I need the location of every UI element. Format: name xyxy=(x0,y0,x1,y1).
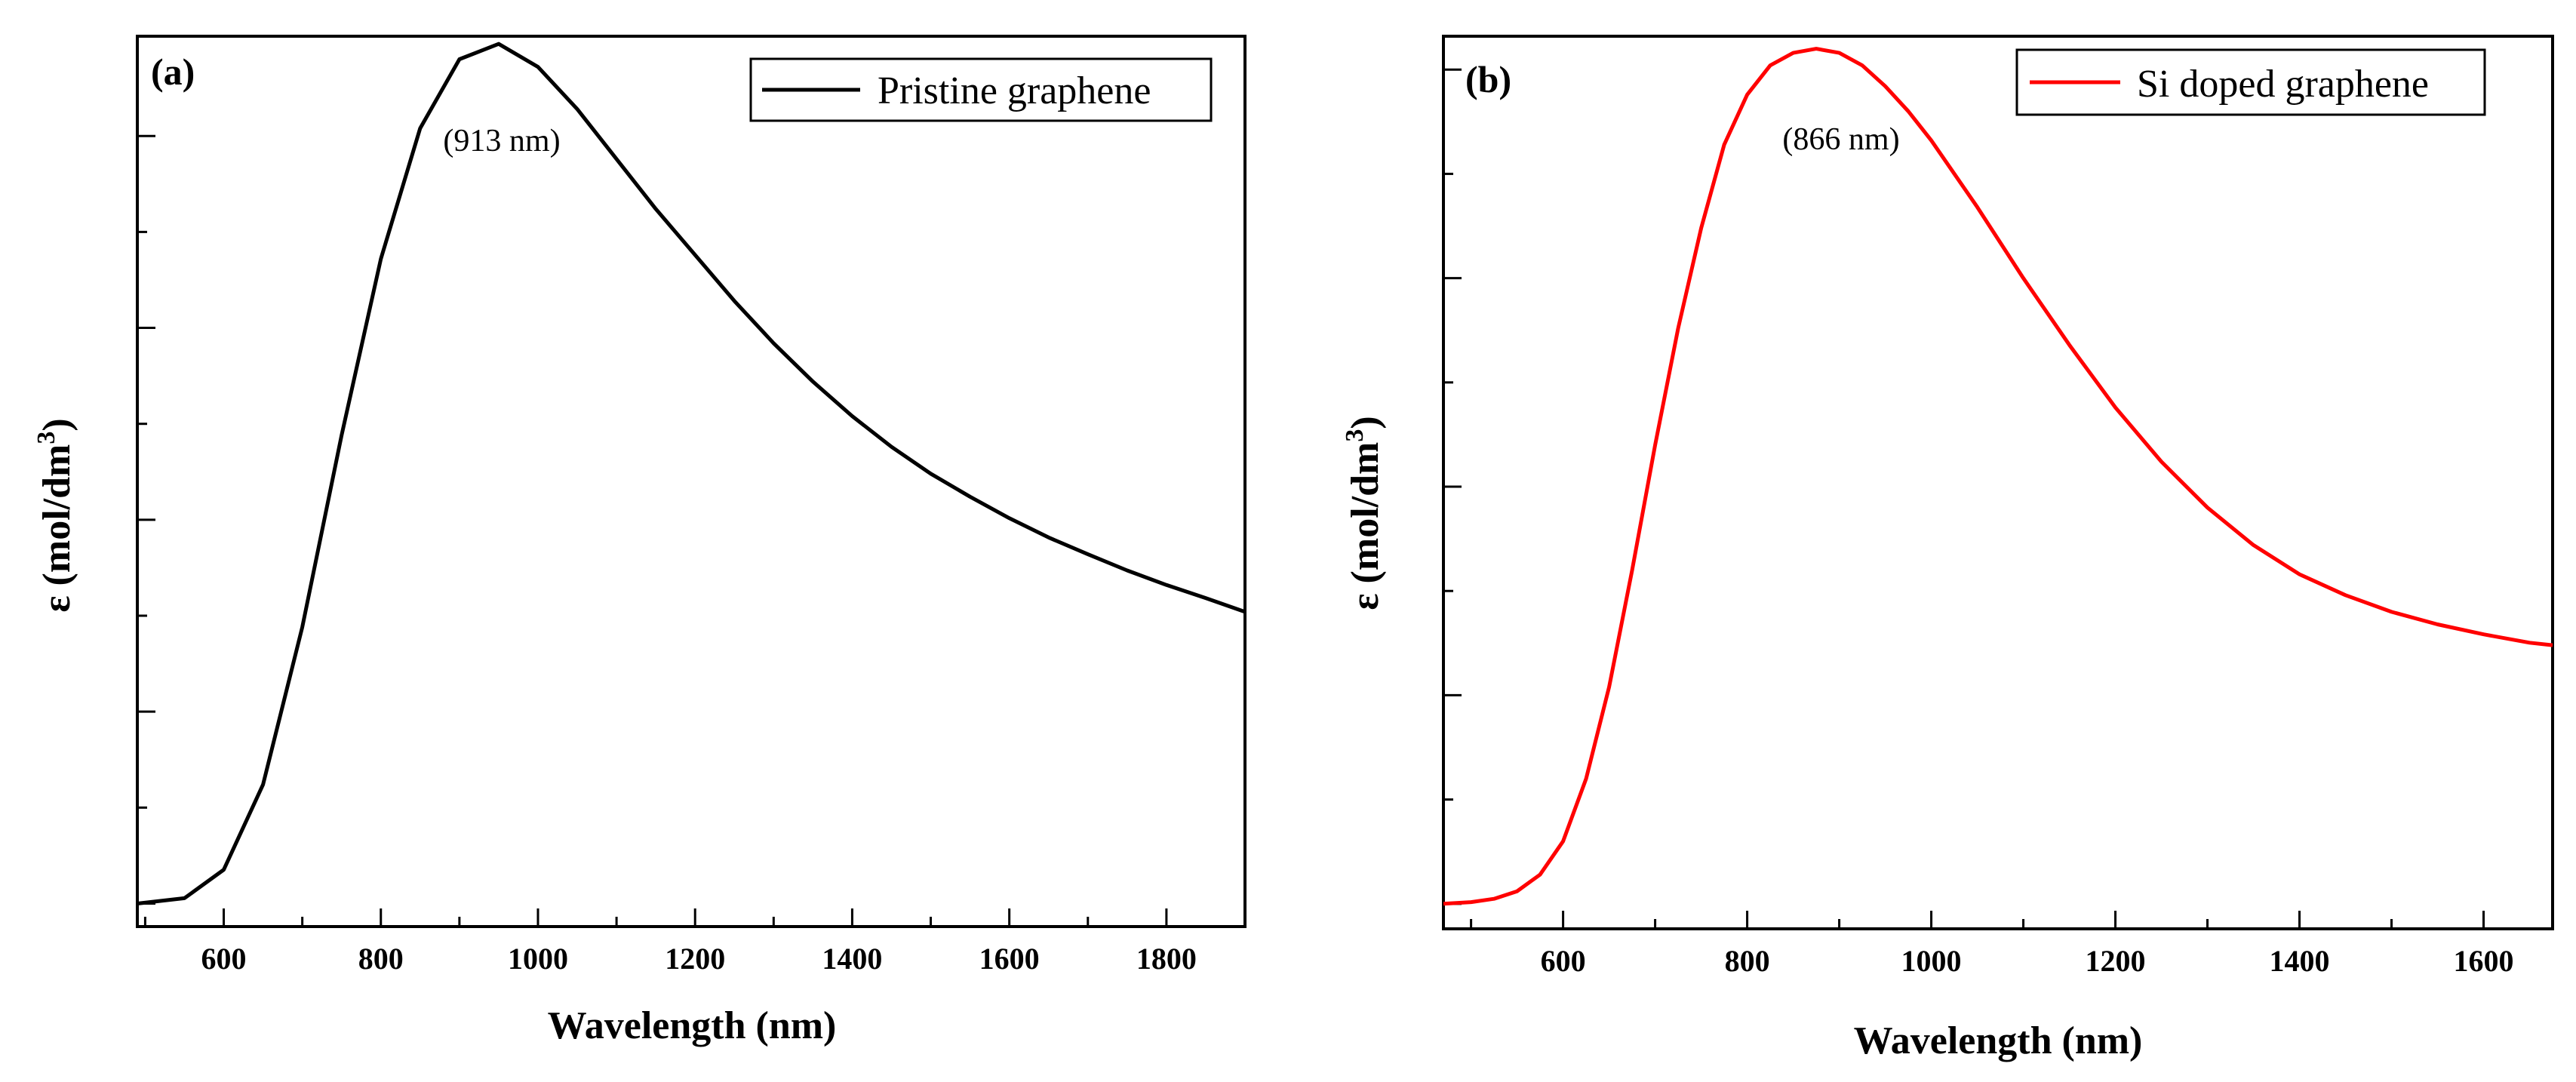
x-tick-label: 1800 xyxy=(1136,942,1197,976)
peak-annotation: (913 nm) xyxy=(443,124,560,158)
plot-frame xyxy=(136,35,1247,928)
axis-ticks xyxy=(1443,68,2485,929)
legend-label: Pristine graphene xyxy=(878,69,1151,112)
y-axis-title-close: ) xyxy=(35,418,78,431)
panel-label: (a) xyxy=(151,51,195,93)
x-axis-title: Wavelength (nm) xyxy=(1854,1019,2143,1062)
plot-frame xyxy=(1442,35,2554,930)
y-axis-title-sup: 3 xyxy=(1341,429,1369,442)
axis-ticks xyxy=(137,134,1168,927)
series-line xyxy=(1443,47,2553,906)
series-group xyxy=(137,41,1246,905)
series-group xyxy=(1443,47,2553,906)
x-tick-label: 800 xyxy=(1725,944,1770,978)
y-axis-title-sup: 3 xyxy=(32,432,60,444)
legend-label: Si doped graphene xyxy=(2137,63,2429,106)
x-axis-title: Wavelength (nm) xyxy=(548,1004,837,1047)
x-tick-label: 600 xyxy=(201,942,247,976)
y-axis-title-main: ε (mol/dm xyxy=(1344,442,1387,610)
x-tick-labels: 600 800 1000 1200 1400 1600 1800 xyxy=(201,942,1197,976)
panel-b: 600 800 1000 1200 1400 1600 (b) Si doped grap… xyxy=(1341,35,2554,1062)
y-axis-title-close: ) xyxy=(1344,416,1387,429)
x-tick-label: 1000 xyxy=(508,942,568,976)
x-tick-label: 800 xyxy=(358,942,404,976)
x-tick-label: 1600 xyxy=(979,942,1040,976)
legend: Pristine graphene xyxy=(749,57,1213,122)
y-axis-title-main: ε (mol/dm xyxy=(35,444,78,613)
x-tick-label: 1400 xyxy=(822,942,882,976)
x-tick-label: 1600 xyxy=(2454,944,2514,978)
peak-annotation: (866 nm) xyxy=(1782,122,1899,157)
panel-label: (b) xyxy=(1465,58,1511,100)
legend: Si doped graphene xyxy=(2015,48,2486,116)
x-tick-label: 600 xyxy=(1541,944,1586,978)
x-tick-label: 1400 xyxy=(2270,944,2330,978)
x-tick-label: 1200 xyxy=(665,942,725,976)
y-axis-title: ε (mol/dm3) xyxy=(32,418,78,612)
x-tick-label: 1000 xyxy=(1901,944,1962,978)
y-axis-title: ε (mol/dm3) xyxy=(1341,416,1387,610)
x-tick-labels: 600 800 1000 1200 1400 1600 xyxy=(1541,944,2514,978)
panel-a: 600 800 1000 1200 1400 1600 1800 (a) Pristine … xyxy=(32,35,1247,1047)
x-tick-label: 1200 xyxy=(2086,944,2146,978)
series-line xyxy=(137,41,1246,905)
